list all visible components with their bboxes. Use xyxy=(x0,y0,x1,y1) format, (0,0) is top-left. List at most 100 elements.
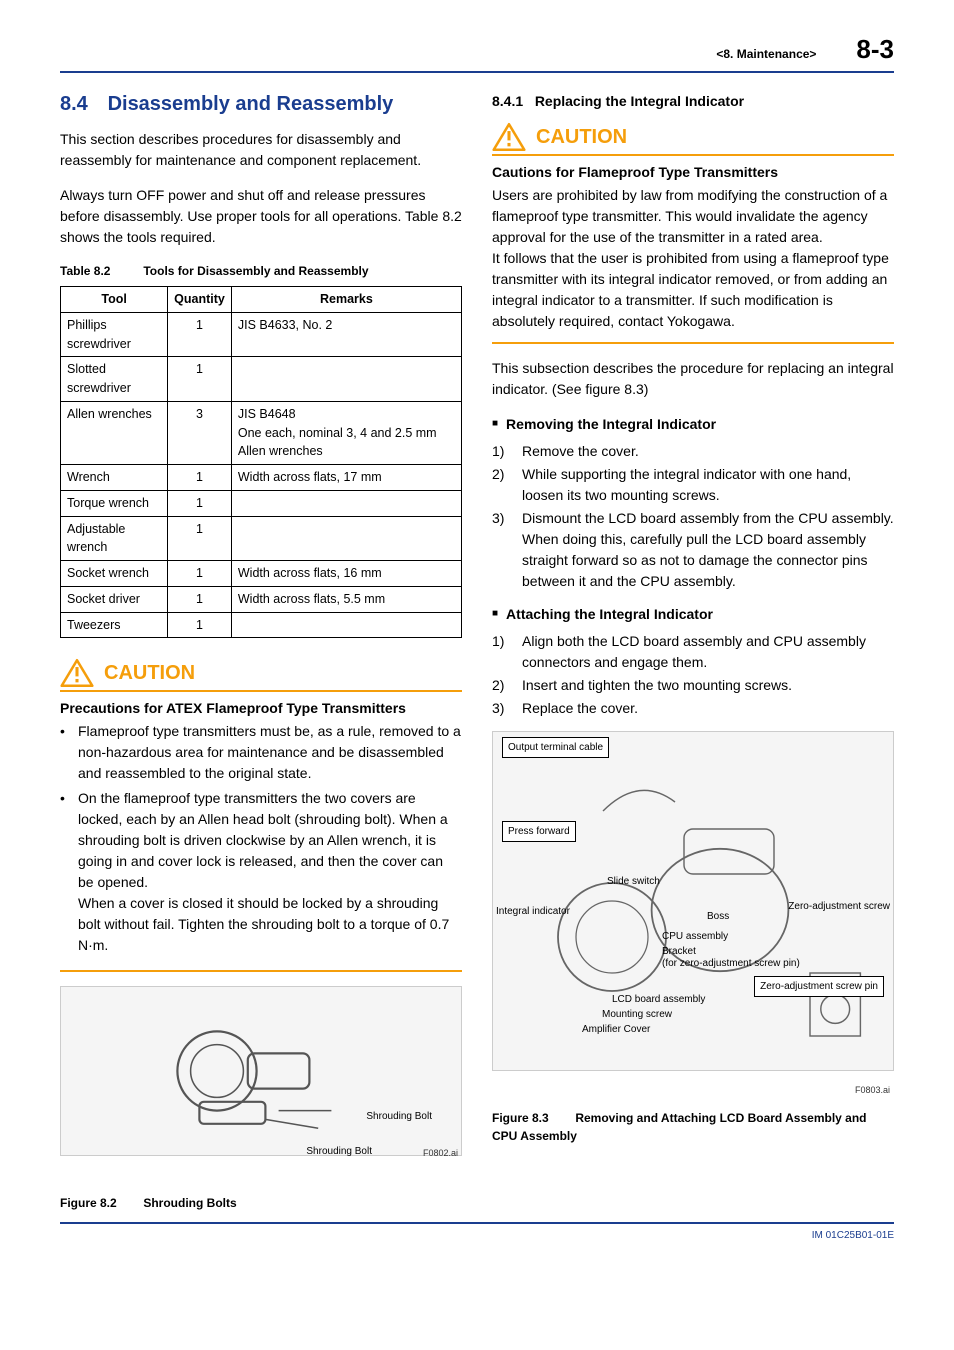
table-cell: Wrench xyxy=(61,465,168,491)
step-text: Replace the cover. xyxy=(522,698,638,719)
list-item: 1)Align both the LCD board assembly and … xyxy=(492,631,894,673)
table-cell: Socket driver xyxy=(61,586,168,612)
footer-doc-number: IM 01C25B01-01E xyxy=(60,1228,894,1243)
table-row: Wrench1Width across flats, 17 mm xyxy=(61,465,462,491)
table-cell: Torque wrench xyxy=(61,490,168,516)
table-cell: 1 xyxy=(168,490,232,516)
procedure-heading: ■ Attaching the Integral Indicator xyxy=(492,604,894,625)
table-cell xyxy=(231,612,461,638)
caution-header: CAUTION xyxy=(492,122,894,156)
figure-image-placeholder xyxy=(60,986,462,1156)
list-item-text: Flameproof type transmitters must be, as… xyxy=(78,721,462,784)
table-row: Torque wrench1 xyxy=(61,490,462,516)
figure-caption: Figure 8.3 Removing and Attaching LCD Bo… xyxy=(492,1109,894,1149)
page-header: <8. Maintenance> 8-3 xyxy=(60,30,894,73)
bullet-icon: • xyxy=(60,788,70,956)
table-cell: 1 xyxy=(168,561,232,587)
figure-number: Figure 8.2 xyxy=(60,1194,140,1212)
figure-shrouding-bolts: Shrouding Bolt Shrouding Bolt F0802.ai xyxy=(60,986,462,1186)
table-cell xyxy=(231,490,461,516)
paragraph: This section describes procedures for di… xyxy=(60,129,462,171)
table-cell: 1 xyxy=(168,465,232,491)
caution-subtitle: Cautions for Flameproof Type Transmitter… xyxy=(492,162,894,183)
caution-block: CAUTION Cautions for Flameproof Type Tra… xyxy=(492,122,894,344)
list-item: 3)Replace the cover. xyxy=(492,698,894,719)
paragraph: This subsection describes the procedure … xyxy=(492,358,894,400)
step-number: 2) xyxy=(492,464,512,506)
caution-body: Precautions for ATEX Flameproof Type Tra… xyxy=(60,698,462,972)
table-cell: Socket wrench xyxy=(61,561,168,587)
subsection-title: 8.4.1 Replacing the Integral Indicator xyxy=(492,91,894,112)
caution-block: CAUTION Precautions for ATEX Flameproof … xyxy=(60,658,462,972)
step-text: While supporting the integral indicator … xyxy=(522,464,894,506)
figure-label: CPU assembly xyxy=(662,931,728,943)
figure-label: Shrouding Bolt xyxy=(366,1111,432,1123)
list-item: 2)While supporting the integral indicato… xyxy=(492,464,894,506)
figure-label: Slide switch xyxy=(607,876,660,888)
table-row: Slotted screwdriver1 xyxy=(61,357,462,402)
figure-label: LCD board assembly xyxy=(612,994,705,1006)
square-bullet-icon: ■ xyxy=(492,414,498,435)
attaching-steps: 1)Align both the LCD board assembly and … xyxy=(492,631,894,719)
figure-label: Boss xyxy=(707,911,729,923)
section-heading-text: Disassembly and Reassembly xyxy=(108,93,394,115)
procedure-heading-text: Attaching the Integral Indicator xyxy=(506,604,713,625)
figure-caption-text: Shrouding Bolts xyxy=(143,1196,236,1210)
table-number: Table 8.2 xyxy=(60,262,140,280)
warning-icon xyxy=(60,658,94,688)
caution-title: CAUTION xyxy=(104,658,195,688)
list-item: •On the flameproof type transmitters the… xyxy=(60,788,462,956)
figure-label: Zero-adjustment screw pin xyxy=(754,976,884,997)
subsection-number: 8.4.1 xyxy=(492,93,523,109)
content-columns: 8.4 Disassembly and Reassembly This sect… xyxy=(60,91,894,1216)
figure-label: Zero-adjustment screw xyxy=(788,901,890,913)
table-row: Phillips screwdriver1JIS B4633, No. 2 xyxy=(61,312,462,357)
caution-header: CAUTION xyxy=(60,658,462,692)
table-header: Remarks xyxy=(231,287,461,313)
step-text: Insert and tighten the two mounting scre… xyxy=(522,675,792,696)
figure-lcd-assembly: Output terminal cable Press forward Slid… xyxy=(492,731,894,1101)
step-number: 1) xyxy=(492,441,512,462)
step-number: 1) xyxy=(492,631,512,673)
figure-label: Mounting screw xyxy=(602,1009,672,1021)
table-cell: Tweezers xyxy=(61,612,168,638)
table-row: Socket wrench1Width across flats, 16 mm xyxy=(61,561,462,587)
table-row: Tweezers1 xyxy=(61,612,462,638)
table-cell: JIS B4633, No. 2 xyxy=(231,312,461,357)
caution-subtitle: Precautions for ATEX Flameproof Type Tra… xyxy=(60,698,462,719)
figure-label: Amplifier Cover xyxy=(582,1024,650,1036)
header-page-number: 8-3 xyxy=(856,30,894,69)
bullet-icon: • xyxy=(60,721,70,784)
table-cell xyxy=(231,357,461,402)
table-cell: Phillips screwdriver xyxy=(61,312,168,357)
warning-icon xyxy=(492,122,526,152)
section-title: 8.4 Disassembly and Reassembly xyxy=(60,91,462,117)
step-text: Remove the cover. xyxy=(522,441,639,462)
table-cell: Slotted screwdriver xyxy=(61,357,168,402)
step-number: 3) xyxy=(492,508,512,592)
table-cell: Width across flats, 5.5 mm xyxy=(231,586,461,612)
table-cell: Width across flats, 16 mm xyxy=(231,561,461,587)
figure-ref: F0802.ai xyxy=(423,1147,458,1161)
list-item: •Flameproof type transmitters must be, a… xyxy=(60,721,462,784)
transmitter-drawing-icon xyxy=(151,1005,371,1137)
right-column: 8.4.1 Replacing the Integral Indicator C… xyxy=(492,91,894,1216)
figure-label: Press forward xyxy=(502,821,576,842)
figure-number: Figure 8.3 xyxy=(492,1109,572,1127)
figure-label: Shrouding Bolt xyxy=(306,1146,372,1158)
figure-label: Output terminal cable xyxy=(502,737,609,758)
procedure-heading-text: Removing the Integral Indicator xyxy=(506,414,716,435)
caution-body: Cautions for Flameproof Type Transmitter… xyxy=(492,162,894,344)
table-cell: Adjustable wrench xyxy=(61,516,168,561)
figure-label: Integral indicator xyxy=(496,906,570,918)
table-caption: Table 8.2 Tools for Disassembly and Reas… xyxy=(60,262,462,280)
table-row: Allen wrenches3JIS B4648 One each, nomin… xyxy=(61,401,462,464)
step-number: 2) xyxy=(492,675,512,696)
step-text: Align both the LCD board assembly and CP… xyxy=(522,631,894,673)
table-cell: 1 xyxy=(168,586,232,612)
table-row: Socket driver1Width across flats, 5.5 mm xyxy=(61,586,462,612)
list-item-text: On the flameproof type transmitters the … xyxy=(78,788,462,956)
footer-rule xyxy=(60,1222,894,1224)
subsection-heading-text: Replacing the Integral Indicator xyxy=(535,93,744,109)
figure-ref: F0803.ai xyxy=(855,1084,890,1098)
